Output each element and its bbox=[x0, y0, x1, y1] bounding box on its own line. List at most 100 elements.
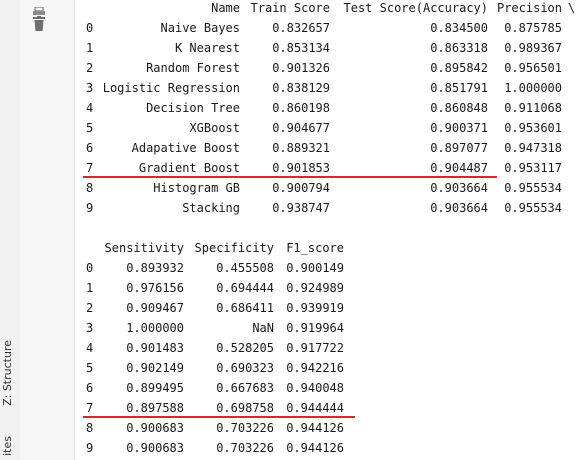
test-score-cell: 0.903664 bbox=[430, 181, 488, 195]
highlight-underline-row-7 bbox=[83, 416, 355, 418]
row-index: 9 bbox=[86, 441, 94, 455]
trash-icon[interactable] bbox=[32, 16, 46, 36]
f1-score-cell: 0.944126 bbox=[286, 421, 344, 435]
col-header-precision: Precision bbox=[496, 1, 562, 15]
col-header-test-score: Test Score(Accuracy) bbox=[343, 1, 489, 15]
f1-score-cell: 0.940048 bbox=[286, 381, 344, 395]
model-name-cell: Gradient Boost bbox=[138, 161, 240, 175]
sensitivity-cell: 1.000000 bbox=[126, 321, 184, 335]
row-index: 9 bbox=[86, 201, 94, 215]
specificity-cell: NaN bbox=[252, 321, 274, 335]
train-score-cell: 0.889321 bbox=[272, 141, 330, 155]
col-header-specificity: Specificity bbox=[194, 241, 274, 255]
test-score-cell: 0.897077 bbox=[430, 141, 488, 155]
col-overflow-marker: \ bbox=[568, 1, 576, 15]
test-score-cell: 0.903664 bbox=[430, 201, 488, 215]
sensitivity-cell: 0.901483 bbox=[126, 341, 184, 355]
row-index: 7 bbox=[86, 161, 94, 175]
row-index: 6 bbox=[86, 141, 94, 155]
row-index: 2 bbox=[86, 61, 94, 75]
precision-cell: 0.953601 bbox=[504, 121, 562, 135]
row-index: 0 bbox=[86, 21, 94, 35]
test-score-cell: 0.860848 bbox=[430, 101, 488, 115]
train-score-cell: 0.853134 bbox=[272, 41, 330, 55]
f1-score-cell: 0.917722 bbox=[286, 341, 344, 355]
test-score-cell: 0.863318 bbox=[430, 41, 488, 55]
row-index: 1 bbox=[86, 41, 94, 55]
train-score-cell: 0.938747 bbox=[272, 201, 330, 215]
precision-cell: 0.947318 bbox=[504, 141, 562, 155]
precision-cell: 1.000000 bbox=[504, 81, 562, 95]
f1-score-cell: 0.944444 bbox=[286, 401, 344, 415]
f1-score-cell: 0.919964 bbox=[286, 321, 344, 335]
precision-cell: 0.911068 bbox=[504, 101, 562, 115]
sensitivity-cell: 0.976156 bbox=[126, 281, 184, 295]
sensitivity-cell: 0.899495 bbox=[126, 381, 184, 395]
model-name-cell: Histogram GB bbox=[153, 181, 240, 195]
model-name-cell: Random Forest bbox=[146, 61, 240, 75]
train-score-cell: 0.904677 bbox=[272, 121, 330, 135]
test-score-cell: 0.834500 bbox=[430, 21, 488, 35]
model-name-cell: Stacking bbox=[182, 201, 240, 215]
row-index: 1 bbox=[86, 281, 94, 295]
row-index: 8 bbox=[86, 421, 94, 435]
f1-score-cell: 0.924989 bbox=[286, 281, 344, 295]
test-score-cell: 0.904487 bbox=[430, 161, 488, 175]
precision-cell: 0.875785 bbox=[504, 21, 562, 35]
specificity-cell: 0.703226 bbox=[216, 421, 274, 435]
specificity-cell: 0.694444 bbox=[216, 281, 274, 295]
train-score-cell: 0.901326 bbox=[272, 61, 330, 75]
col-header-f1-score: F1_score bbox=[286, 241, 344, 255]
model-name-cell: Logistic Regression bbox=[102, 81, 240, 95]
row-index: 2 bbox=[86, 301, 94, 315]
col-header-name: Name bbox=[211, 1, 240, 15]
test-score-cell: 0.851791 bbox=[430, 81, 488, 95]
specificity-cell: 0.698758 bbox=[216, 401, 274, 415]
sensitivity-cell: 0.897588 bbox=[126, 401, 184, 415]
row-index: 5 bbox=[86, 361, 94, 375]
col-header-sensitivity: Sensitivity bbox=[104, 241, 184, 255]
test-score-cell: 0.895842 bbox=[430, 61, 488, 75]
train-score-cell: 0.838129 bbox=[272, 81, 330, 95]
console-gutter bbox=[20, 0, 75, 460]
favorites-tab[interactable]: ites bbox=[1, 436, 14, 456]
col-header-train-score: Train Score bbox=[250, 1, 330, 15]
row-index: 3 bbox=[86, 321, 94, 335]
sensitivity-cell: 0.893932 bbox=[126, 261, 184, 275]
sensitivity-cell: 0.909467 bbox=[126, 301, 184, 315]
model-name-cell: Adapative Boost bbox=[131, 141, 240, 155]
sensitivity-cell: 0.900683 bbox=[126, 421, 184, 435]
structure-tab[interactable]: Z: Structure bbox=[1, 340, 14, 406]
specificity-cell: 0.455508 bbox=[216, 261, 274, 275]
row-index: 7 bbox=[86, 401, 94, 415]
model-name-cell: Naive Bayes bbox=[160, 21, 240, 35]
row-index: 4 bbox=[86, 341, 94, 355]
specificity-cell: 0.690323 bbox=[216, 361, 274, 375]
highlight-underline-gradient-boost bbox=[83, 176, 497, 178]
f1-score-cell: 0.900149 bbox=[286, 261, 344, 275]
model-name-cell: K Nearest bbox=[174, 41, 240, 55]
specificity-cell: 0.528205 bbox=[216, 341, 274, 355]
test-score-cell: 0.900371 bbox=[430, 121, 488, 135]
print-icon[interactable] bbox=[32, 0, 46, 19]
precision-cell: 0.989367 bbox=[504, 41, 562, 55]
f1-score-cell: 0.942216 bbox=[286, 361, 344, 375]
train-score-cell: 0.900794 bbox=[272, 181, 330, 195]
row-index: 0 bbox=[86, 261, 94, 275]
precision-cell: 0.953117 bbox=[504, 161, 562, 175]
sensitivity-cell: 0.900683 bbox=[126, 441, 184, 455]
f1-score-cell: 0.944126 bbox=[286, 441, 344, 455]
sensitivity-cell: 0.902149 bbox=[126, 361, 184, 375]
precision-cell: 0.956501 bbox=[504, 61, 562, 75]
row-index: 6 bbox=[86, 381, 94, 395]
train-score-cell: 0.832657 bbox=[272, 21, 330, 35]
specificity-cell: 0.703226 bbox=[216, 441, 274, 455]
train-score-cell: 0.860198 bbox=[272, 101, 330, 115]
specificity-cell: 0.686411 bbox=[216, 301, 274, 315]
console-output: Name Train Score Test Score(Accuracy) Preci… bbox=[74, 0, 588, 460]
model-name-cell: XGBoost bbox=[189, 121, 240, 135]
train-score-cell: 0.901853 bbox=[272, 161, 330, 175]
row-index: 8 bbox=[86, 181, 94, 195]
row-index: 5 bbox=[86, 121, 94, 135]
row-index: 3 bbox=[86, 81, 94, 95]
